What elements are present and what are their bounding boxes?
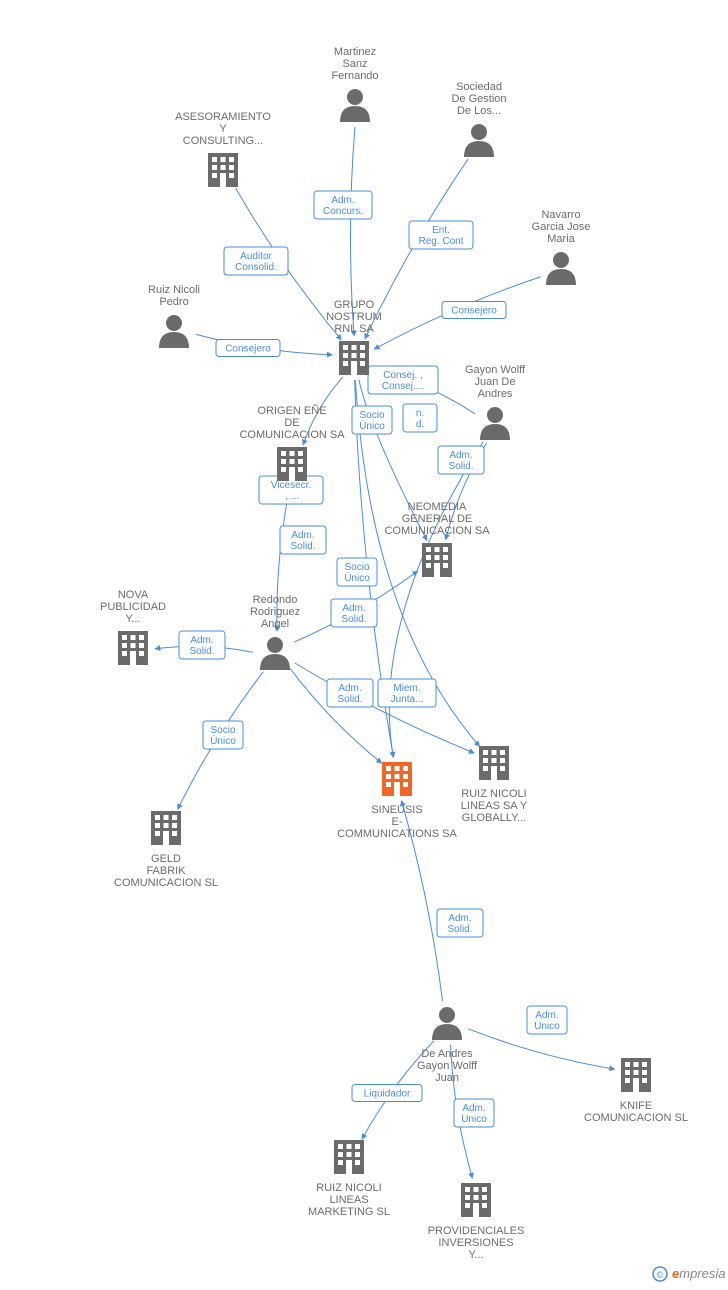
node-grupo[interactable]: GRUPONOSTRUMRNL SA [326, 299, 382, 375]
node-gayon[interactable]: Gayon WolffJuan DeAndres [465, 364, 526, 440]
node-label: GRUPONOSTRUMRNL SA [326, 299, 382, 335]
node-geld[interactable]: GELDFABRIKCOMUNICACION SL [114, 811, 218, 889]
node-ruiznic[interactable]: Ruiz NicoliPedro [148, 284, 200, 348]
edge-label-text: Consejero [225, 344, 271, 355]
edge-label-text: Adm.Solid. [189, 635, 214, 657]
edge-label-text: Adm.Unico [534, 1010, 560, 1032]
person-icon [480, 407, 510, 440]
person-icon [260, 637, 290, 670]
node-label: Ruiz NicoliPedro [148, 284, 200, 308]
node-label: KNIFECOMUNICACION SL [584, 1100, 688, 1124]
node-navarro[interactable]: NavarroGarcia JoseMaria [532, 209, 591, 285]
node-label: SociedadDe GestionDe Los... [451, 81, 506, 117]
node-label: RUIZ NICOLILINEAS SA YGLOBALLY... [461, 788, 528, 824]
person-icon [340, 89, 370, 122]
node-nova[interactable]: NOVAPUBLICIDADY... [100, 589, 166, 665]
edge-label-text: Consejero [451, 306, 497, 317]
edge-deandres-knife [468, 1029, 615, 1069]
watermark-text: empresia [672, 1266, 725, 1281]
node-label: SINEUSISE-COMMUNICATIONS SA [337, 804, 457, 840]
person-icon [546, 252, 576, 285]
node-knife[interactable]: KNIFECOMUNICACION SL [584, 1058, 688, 1124]
node-label: RedondoRodriguezAngel [250, 594, 300, 630]
network-diagram: Adm.Concurs.Ent.Reg. ContAuditorConsolid… [0, 0, 728, 1290]
node-label: ASESORAMIENTOYCONSULTING... [175, 111, 271, 147]
edge-gayon-sineusis [389, 442, 483, 758]
building-icon [479, 746, 509, 780]
building-icon [339, 341, 369, 375]
node-label: NavarroGarcia JoseMaria [532, 209, 591, 245]
edge-label-text: Adm.Solid. [337, 683, 362, 705]
building-icon [382, 762, 412, 796]
node-neomedia[interactable]: NEOMEDIAGENERAL DECOMUNICACION SA [384, 501, 490, 577]
person-icon [432, 1007, 462, 1040]
edge-label-text: SocioÚnico [344, 562, 370, 584]
edge-redondo-ruizlineas [295, 663, 475, 753]
building-icon [277, 447, 307, 481]
edge-label-text: Liquidador [364, 1089, 411, 1100]
node-sineusis[interactable]: SINEUSISE-COMMUNICATIONS SA [337, 762, 457, 840]
edge-label-text: SocioÚnico [359, 410, 385, 432]
node-label: De AndresGayon WolffJuan [417, 1048, 478, 1084]
building-icon [621, 1058, 651, 1092]
edge-label-text: n.d. [416, 408, 424, 430]
edge-label-text: Adm.Solid. [447, 913, 472, 935]
person-icon [159, 315, 189, 348]
edge-label-text: Adm.Solid. [448, 450, 473, 472]
node-label: MartinezSanzFernando [331, 46, 378, 82]
node-label: Gayon WolffJuan DeAndres [465, 364, 526, 400]
edge-label-text: Miem.Junta... [391, 683, 424, 705]
person-icon [464, 124, 494, 157]
node-label: PROVIDENCIALESINVERSIONESY... [428, 1225, 525, 1261]
node-ruizlineas[interactable]: RUIZ NICOLILINEAS SA YGLOBALLY... [461, 746, 528, 824]
node-label: ORIGEN EÑEDECOMUNICACION SA [239, 404, 345, 441]
building-icon [422, 543, 452, 577]
node-label: NEOMEDIAGENERAL DECOMUNICACION SA [384, 501, 490, 537]
edge-label-text: AuditorConsolid. [235, 251, 277, 273]
node-martinez[interactable]: MartinezSanzFernando [331, 46, 378, 122]
node-sociedad[interactable]: SociedadDe GestionDe Los... [451, 81, 506, 157]
edge-label-text: Adm.Unico [461, 1103, 487, 1125]
building-icon [151, 811, 181, 845]
building-icon [118, 631, 148, 665]
node-origen[interactable]: ORIGEN EÑEDECOMUNICACION SA [239, 404, 345, 481]
node-label: RUIZ NICOLILINEASMARKETING SL [308, 1182, 390, 1218]
node-redondo[interactable]: RedondoRodriguezAngel [250, 594, 300, 670]
building-icon [208, 153, 238, 187]
edge-label-text: SocioÚnico [210, 725, 236, 747]
node-ruizmkt[interactable]: RUIZ NICOLILINEASMARKETING SL [308, 1140, 390, 1218]
node-deandres[interactable]: De AndresGayon WolffJuan [417, 1007, 478, 1084]
node-label: GELDFABRIKCOMUNICACION SL [114, 853, 218, 889]
edge-label-text: Adm.Solid. [290, 530, 315, 552]
watermark-symbol: © [657, 1270, 664, 1280]
edge-label-text: Adm.Solid. [341, 603, 366, 625]
node-asesor[interactable]: ASESORAMIENTOYCONSULTING... [175, 111, 271, 187]
building-icon [334, 1140, 364, 1174]
node-label: NOVAPUBLICIDADY... [100, 589, 166, 625]
edge-label-text: Consej. ,Consej.... [382, 370, 424, 392]
building-icon [461, 1183, 491, 1217]
node-provid[interactable]: PROVIDENCIALESINVERSIONESY... [428, 1183, 525, 1261]
